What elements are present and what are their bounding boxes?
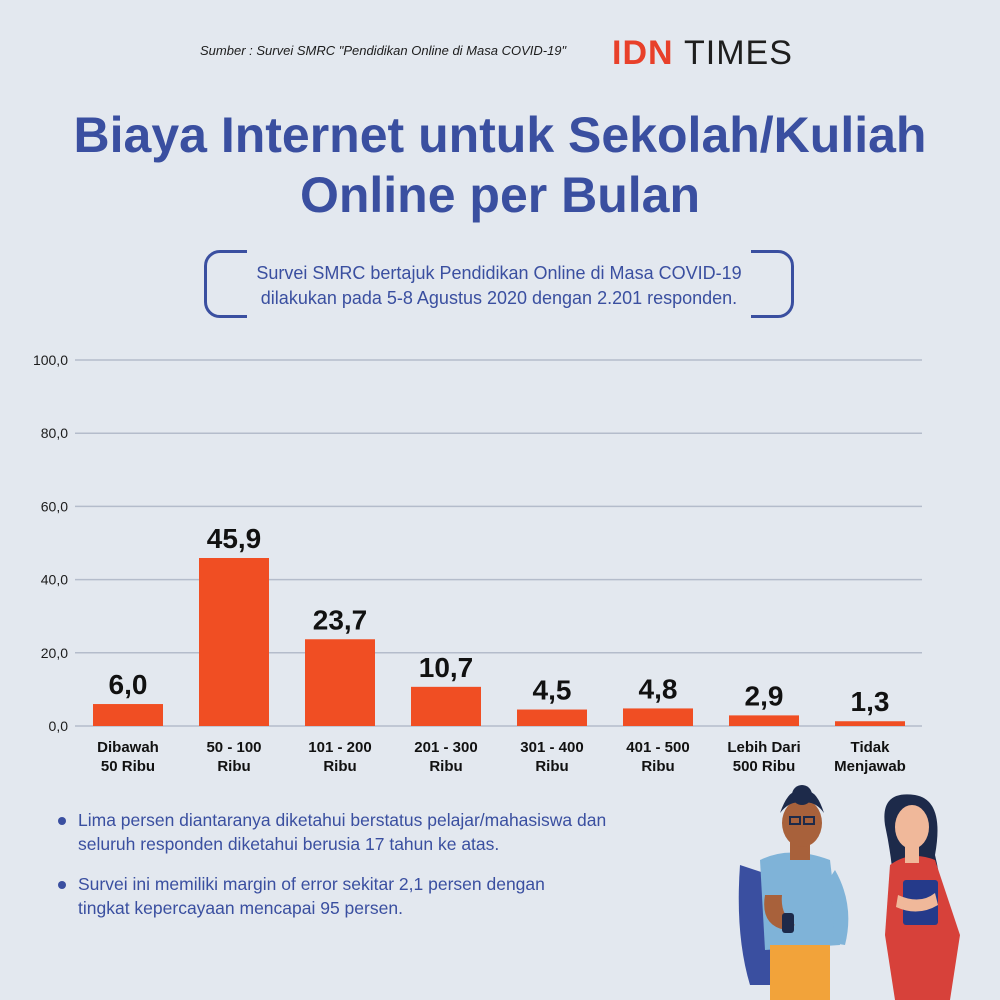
x-category-label: Menjawab <box>834 758 906 775</box>
subtitle-line-1: Survei SMRC bertajuk Pendidikan Online d… <box>256 263 742 283</box>
x-category-label: Ribu <box>535 758 568 775</box>
bar-value-label: 4,5 <box>533 675 572 706</box>
x-category-label: 401 - 500 <box>626 739 689 756</box>
bar-value-label: 1,3 <box>851 686 890 717</box>
bar <box>835 721 905 726</box>
y-tick-label: 100,0 <box>33 352 68 368</box>
logo-idn: IDN <box>612 34 674 72</box>
y-tick-label: 0,0 <box>49 718 69 734</box>
bar <box>517 709 587 726</box>
x-category-label: Ribu <box>217 758 250 775</box>
title-line-2: Online per Bulan <box>299 167 701 223</box>
female-student-figure <box>884 794 960 1000</box>
bullet-dot-icon <box>58 817 66 825</box>
bar <box>199 558 269 726</box>
y-tick-label: 20,0 <box>41 645 68 661</box>
bar-value-label: 10,7 <box>419 652 474 683</box>
logo-times: TIMES <box>684 34 793 72</box>
x-category-label: Ribu <box>429 758 462 775</box>
male-student-figure <box>738 785 849 1000</box>
bar-value-label: 2,9 <box>745 680 784 711</box>
note-2-line-2: tingkat kepercayaan mencapai 95 persen. <box>78 898 403 918</box>
subtitle-line-2: dilakukan pada 5-8 Agustus 2020 dengan 2… <box>260 288 738 308</box>
x-category-label: Lebih Dari <box>727 739 800 756</box>
bar <box>411 686 481 726</box>
notes-list: Lima persen diantaranya diketahui bersta… <box>58 808 718 936</box>
x-category-label: 50 Ribu <box>101 758 155 775</box>
x-category-label: 301 - 400 <box>520 739 583 756</box>
x-category-label: 500 Ribu <box>733 758 796 775</box>
note-item: Lima persen diantaranya diketahui bersta… <box>58 808 718 856</box>
bar-value-label: 4,8 <box>639 673 678 704</box>
x-category-label: Ribu <box>323 758 356 775</box>
bar-value-label: 23,7 <box>313 604 368 635</box>
bar <box>729 715 799 726</box>
bar-value-label: 45,9 <box>207 523 262 554</box>
subtitle-box: Survei SMRC bertajuk Pendidikan Online d… <box>204 249 794 319</box>
y-tick-label: 60,0 <box>41 498 68 514</box>
y-tick-label: 80,0 <box>41 425 68 441</box>
title-line-1: Biaya Internet untuk Sekolah/Kuliah <box>73 107 927 163</box>
bullet-dot-icon <box>58 881 66 889</box>
note-1-line-1: Lima persen diantaranya diketahui bersta… <box>78 810 607 830</box>
students-illustration <box>738 785 960 1000</box>
bar <box>305 639 375 726</box>
page-title: Biaya Internet untuk Sekolah/Kuliah Onli… <box>0 105 1000 225</box>
y-tick-label: 40,0 <box>41 572 68 588</box>
note-2-line-1: Survei ini memiliki margin of error seki… <box>78 874 545 894</box>
x-category-label: 201 - 300 <box>414 739 477 756</box>
bar-chart: 0,0 20,0 40,0 60,0 80,0 100,0 6,0 Dibawah 50 Rib… <box>33 352 922 775</box>
bar <box>93 704 163 726</box>
x-category-label: Ribu <box>641 758 674 775</box>
x-category-label: Dibawah <box>97 739 159 756</box>
note-1-line-2: seluruh responden diketahui berusia 17 t… <box>78 834 500 854</box>
x-category-label: 101 - 200 <box>308 739 371 756</box>
x-category-label: 50 - 100 <box>206 739 261 756</box>
bar-value-label: 6,0 <box>109 669 148 700</box>
bar <box>623 708 693 726</box>
idn-times-logo: IDN TIMES <box>612 34 793 73</box>
source-note: Sumber : Survei SMRC "Pendidikan Online … <box>200 43 567 58</box>
note-item: Survei ini memiliki margin of error seki… <box>58 872 718 920</box>
x-category-label: Tidak <box>851 739 891 756</box>
